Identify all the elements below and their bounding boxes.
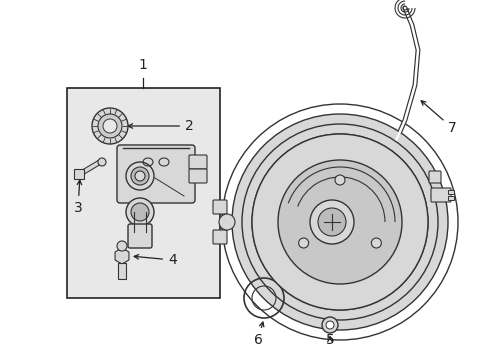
FancyBboxPatch shape: [189, 169, 206, 183]
Circle shape: [317, 208, 346, 236]
Circle shape: [126, 198, 154, 226]
Bar: [118, 263, 126, 279]
Text: 7: 7: [420, 101, 456, 135]
Circle shape: [131, 203, 149, 221]
Circle shape: [117, 241, 127, 251]
Bar: [447, 190, 453, 194]
Circle shape: [251, 134, 427, 310]
FancyBboxPatch shape: [74, 169, 84, 179]
Text: 3: 3: [74, 180, 82, 215]
Circle shape: [325, 321, 333, 329]
FancyBboxPatch shape: [189, 155, 206, 169]
Text: 6: 6: [253, 322, 264, 347]
Bar: [67, 88, 220, 298]
Circle shape: [242, 124, 437, 320]
Circle shape: [231, 114, 447, 330]
Circle shape: [222, 104, 457, 340]
Circle shape: [126, 162, 154, 190]
Circle shape: [251, 134, 427, 310]
Circle shape: [98, 158, 106, 166]
FancyBboxPatch shape: [213, 200, 226, 214]
Text: 2: 2: [128, 119, 193, 133]
Circle shape: [334, 175, 345, 185]
Text: 8: 8: [416, 188, 431, 202]
Text: 1: 1: [138, 58, 147, 72]
Circle shape: [131, 167, 149, 185]
Text: 5: 5: [325, 333, 334, 347]
Circle shape: [309, 200, 353, 244]
Circle shape: [370, 238, 381, 248]
Circle shape: [278, 160, 401, 284]
Circle shape: [298, 238, 308, 248]
Bar: [134, 212, 146, 232]
Circle shape: [321, 317, 337, 333]
FancyBboxPatch shape: [117, 145, 195, 203]
Circle shape: [135, 171, 145, 181]
Circle shape: [103, 119, 117, 133]
Circle shape: [98, 114, 122, 138]
Circle shape: [92, 108, 128, 144]
FancyBboxPatch shape: [213, 230, 226, 244]
FancyBboxPatch shape: [428, 171, 440, 183]
Bar: [447, 196, 453, 200]
FancyBboxPatch shape: [128, 224, 152, 248]
Circle shape: [219, 214, 235, 230]
Circle shape: [381, 220, 393, 232]
Text: 4: 4: [134, 253, 176, 267]
FancyBboxPatch shape: [430, 188, 450, 202]
